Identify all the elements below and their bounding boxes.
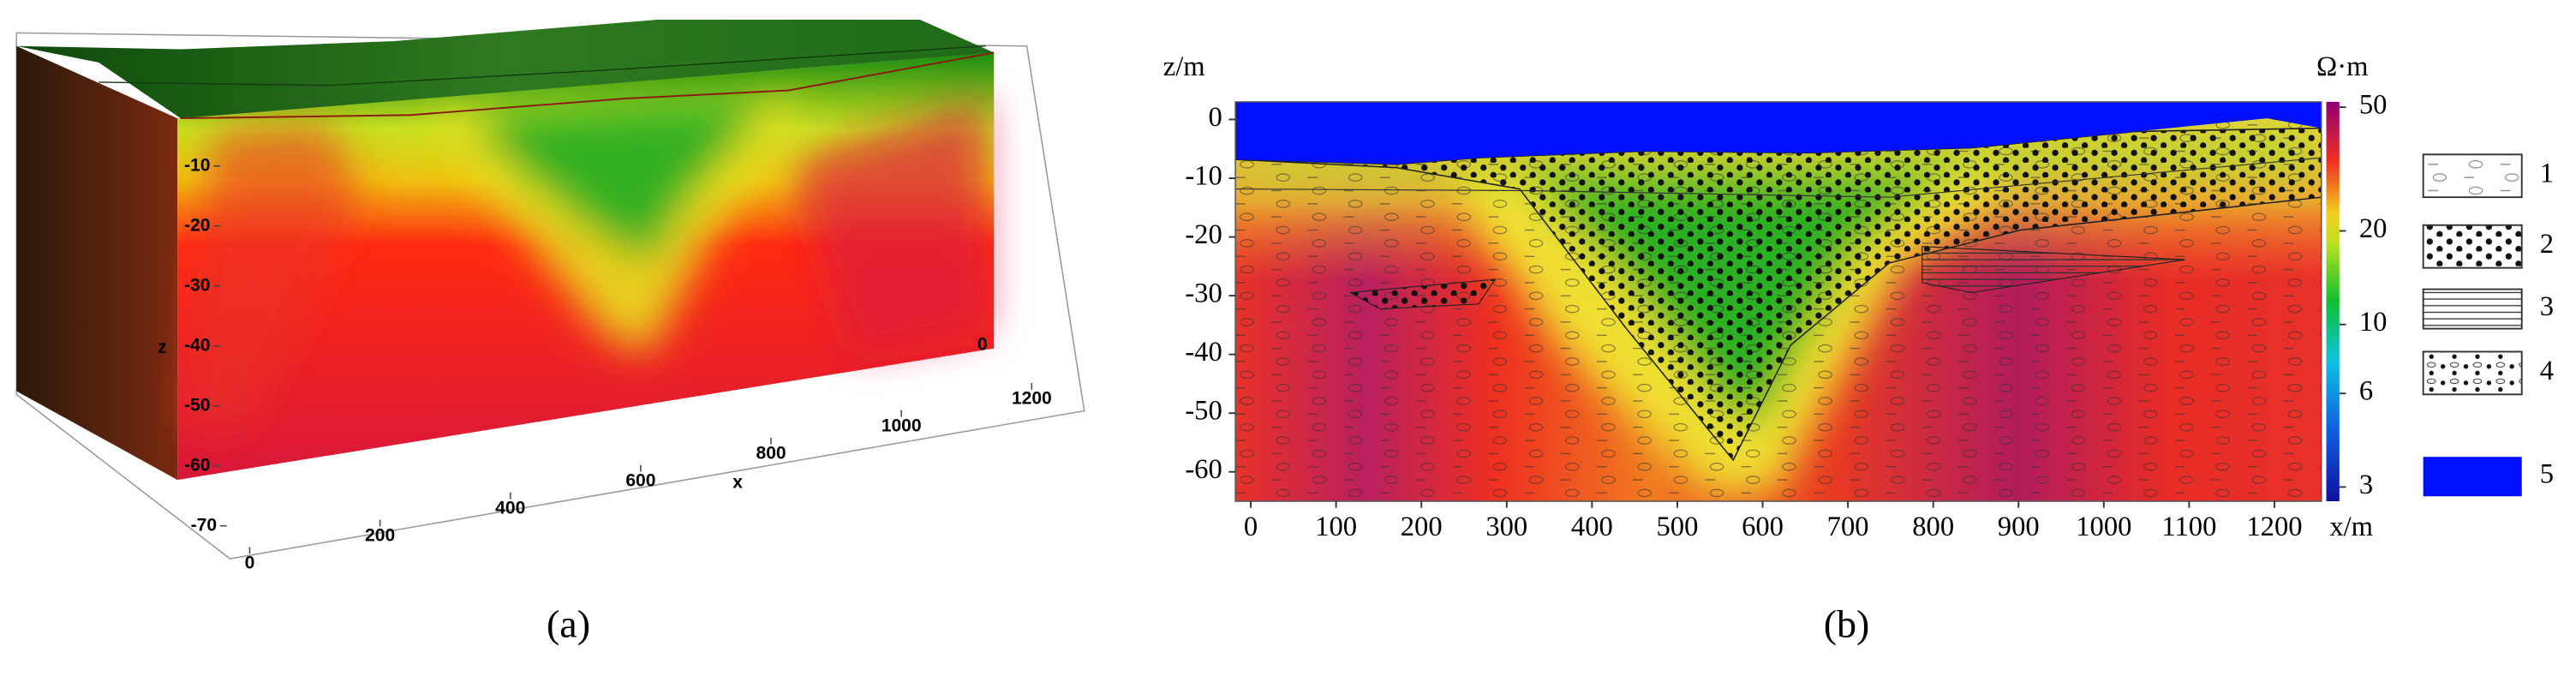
surface-edge [180, 51, 995, 120]
y-tick-label: -30 [1185, 278, 1222, 309]
x-tick-label: 200 [1401, 512, 1443, 542]
side-face [16, 45, 178, 481]
x-tick-label: 1000 [882, 416, 922, 436]
z-tick-label: -20 [184, 215, 210, 235]
colorbar-tick-label: 3 [2359, 470, 2373, 500]
x-tick-label: 1200 [2246, 512, 2302, 542]
x-tick-label: 600 [1742, 512, 1784, 542]
y-tick-label: -50 [1185, 396, 1222, 427]
y-tick-label: 0 [1208, 102, 1222, 133]
z-tick-label: -60 [184, 455, 210, 475]
colorbar [2326, 101, 2340, 502]
x-tick-label: 200 [365, 526, 395, 546]
colorbar-label: Ω·m [2316, 51, 2368, 82]
x-tick-label: 300 [1485, 512, 1527, 542]
x-tick-label: 800 [1912, 512, 1954, 542]
x-tick-label: 400 [495, 499, 525, 518]
legend-label: 3 [2540, 291, 2554, 322]
y-axis-label: z/m [1163, 51, 1205, 82]
z-tick-label: -10 [184, 155, 210, 175]
x-tick-label: 1100 [2161, 512, 2216, 542]
panel-b: z/m Ω·m x/m (b) [1163, 51, 2523, 645]
colorbar-tick-label: 6 [2359, 376, 2373, 407]
colorbar-tick-label: 10 [2359, 307, 2388, 338]
x-axis-label: x [732, 472, 743, 492]
colorbar-tick-label: 50 [2359, 90, 2388, 121]
top-face [16, 20, 995, 119]
x-tick-label: 800 [756, 444, 786, 464]
x-tick-label: 1000 [2076, 512, 2131, 542]
plot-frame [1234, 101, 2322, 502]
x-tick-label: 1200 [1012, 389, 1052, 409]
panel-a: z x 0 (a) [15, 20, 1085, 645]
y-tick-label: 0 [977, 334, 988, 354]
x-tick-label: 100 [1315, 512, 1357, 542]
y-tick-label: -10 [1185, 161, 1222, 192]
clay-lens [1922, 246, 2185, 294]
top-line [99, 45, 986, 87]
x-tick-label: 500 [1657, 512, 1699, 542]
y-tick-label: -60 [1185, 454, 1222, 485]
x-tick-label: 900 [1998, 512, 2040, 542]
x-tick-label: 400 [1571, 512, 1613, 542]
legend-swatch [2422, 153, 2523, 199]
legend-label: 2 [2540, 229, 2554, 260]
x-tick-label: 0 [245, 553, 255, 572]
panel-caption: (b) [1824, 601, 1870, 645]
x-tick-label: 600 [625, 471, 655, 491]
sand-zone [1235, 127, 2322, 462]
y-tick-label: -20 [1185, 219, 1222, 250]
front-anomaly [180, 99, 986, 428]
water-layer [1235, 101, 2322, 165]
x-tick-label: 700 [1827, 512, 1869, 542]
legend-label: 1 [2540, 159, 2554, 189]
section-plot [1235, 101, 2322, 502]
z-tick-label: -50 [184, 395, 210, 415]
colorbar-tick-label: 20 [2359, 213, 2388, 244]
y-tick-label: -40 [1185, 337, 1222, 368]
z-tick-label: -70 [191, 515, 217, 535]
z-axis-label: z [158, 338, 167, 357]
z-tick-label: -40 [184, 335, 210, 355]
x-tick-label: 0 [1244, 512, 1258, 542]
legend-label: 4 [2540, 356, 2554, 386]
legend-swatch [2422, 350, 2523, 396]
panel-caption: (a) [547, 601, 590, 645]
legend-swatch [2423, 457, 2522, 497]
sand-lens [1348, 278, 1497, 310]
legend-swatch [2422, 288, 2523, 330]
z-tick-label: -30 [184, 275, 210, 295]
legend-swatch [2422, 224, 2523, 269]
x-axis-label: x/m [2329, 512, 2373, 542]
legend-label: 5 [2540, 459, 2554, 490]
